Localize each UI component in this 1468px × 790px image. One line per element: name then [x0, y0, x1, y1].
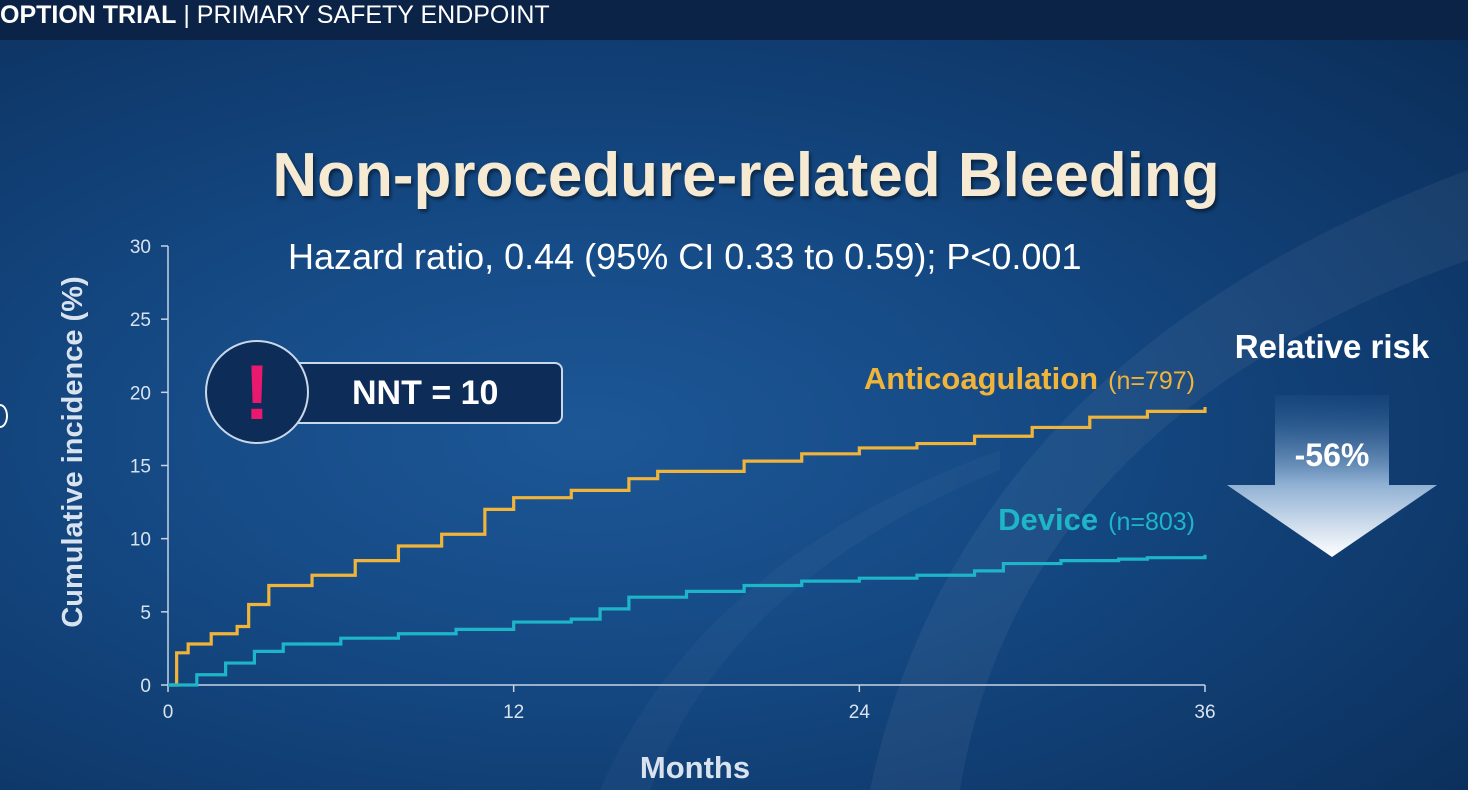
- device-n: (n=803): [1108, 508, 1195, 536]
- nnt-callout: NNT = 10 !: [205, 340, 565, 446]
- x-tick-label: 36: [1194, 702, 1215, 723]
- trial-name: OPTION TRIAL: [0, 1, 177, 29]
- device-label: Device (n=803): [998, 502, 1195, 537]
- x-tick-label: 24: [849, 702, 871, 723]
- section-title: PRIMARY SAFETY ENDPOINT: [196, 1, 550, 29]
- header-separator: |: [183, 1, 190, 29]
- y-tick-label: 15: [130, 457, 151, 478]
- anticoagulation-n: (n=797): [1108, 367, 1195, 395]
- x-axis-label: Months: [640, 750, 750, 785]
- y-tick-label: 5: [140, 603, 151, 624]
- header-bar: OPTION TRIAL | PRIMARY SAFETY ENDPOINT: [0, 0, 1468, 40]
- anticoagulation-curve: [168, 406, 1207, 687]
- chart-title: Non-procedure-related Bleeding: [272, 141, 1220, 210]
- series-labels: Anticoagulation (n=797) Device (n=803): [864, 361, 1195, 537]
- hazard-ratio-subtitle: Hazard ratio, 0.44 (95% CI 0.33 to 0.59)…: [288, 236, 1082, 277]
- y-tick-label: 30: [130, 237, 151, 258]
- y-tick-label: 10: [130, 530, 151, 551]
- relative-risk-label: Relative risk: [1234, 328, 1430, 365]
- y-tick-label: 25: [130, 310, 151, 331]
- anticoagulation-label: Anticoagulation (n=797): [864, 361, 1195, 396]
- nnt-label: NNT = 10: [352, 374, 499, 412]
- y-axis: 0 5 10 15 20 25 30: [130, 237, 169, 697]
- series-lines: [168, 406, 1207, 687]
- relative-risk-value: -56%: [1294, 437, 1370, 473]
- x-tick-label: 12: [503, 702, 524, 723]
- y-axis-label: Cumulative incidence (%): [57, 276, 89, 627]
- nnt-box: NNT = 10: [265, 362, 563, 424]
- exclamation-icon: !: [205, 340, 309, 444]
- x-axis: 0 12 24 36: [163, 684, 1216, 723]
- relative-risk-callout: Relative risk -56%: [1225, 325, 1439, 560]
- x-tick-label: 0: [163, 702, 174, 723]
- down-arrow-icon: [1227, 395, 1437, 557]
- y-tick-label: 20: [130, 383, 151, 404]
- y-tick-label: 0: [140, 676, 151, 697]
- device-name: Device: [998, 502, 1098, 537]
- device-curve: [168, 554, 1207, 687]
- exclamation-glyph: !: [244, 348, 270, 436]
- anticoagulation-name: Anticoagulation: [864, 361, 1098, 396]
